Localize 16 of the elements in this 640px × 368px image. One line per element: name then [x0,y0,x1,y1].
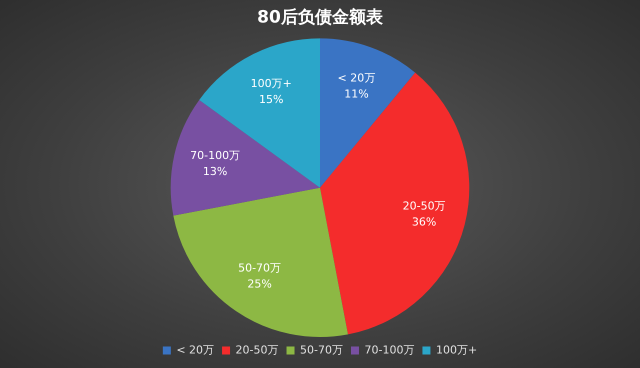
legend-label: 20-50万 [236,343,279,356]
chart-title: 80后负债金额表 [257,8,384,28]
legend-label: < 20万 [176,343,214,356]
data-label: 25% [247,277,272,290]
data-label: 11% [344,87,369,100]
slice-label: 70-100万 [190,149,240,162]
slice-label: 20-50万 [402,199,446,212]
slice-label: 100万+ [250,76,292,90]
data-label: 15% [258,92,284,106]
legend-label: 100万+ [436,343,478,356]
slice-label: 50-70万 [238,261,282,274]
legend-label: 70-100万 [364,343,414,356]
data-label: 36% [412,215,436,228]
legend-label: 50-70万 [300,343,343,356]
data-label: 13% [202,165,228,178]
slice-label: < 20万 [338,71,376,84]
